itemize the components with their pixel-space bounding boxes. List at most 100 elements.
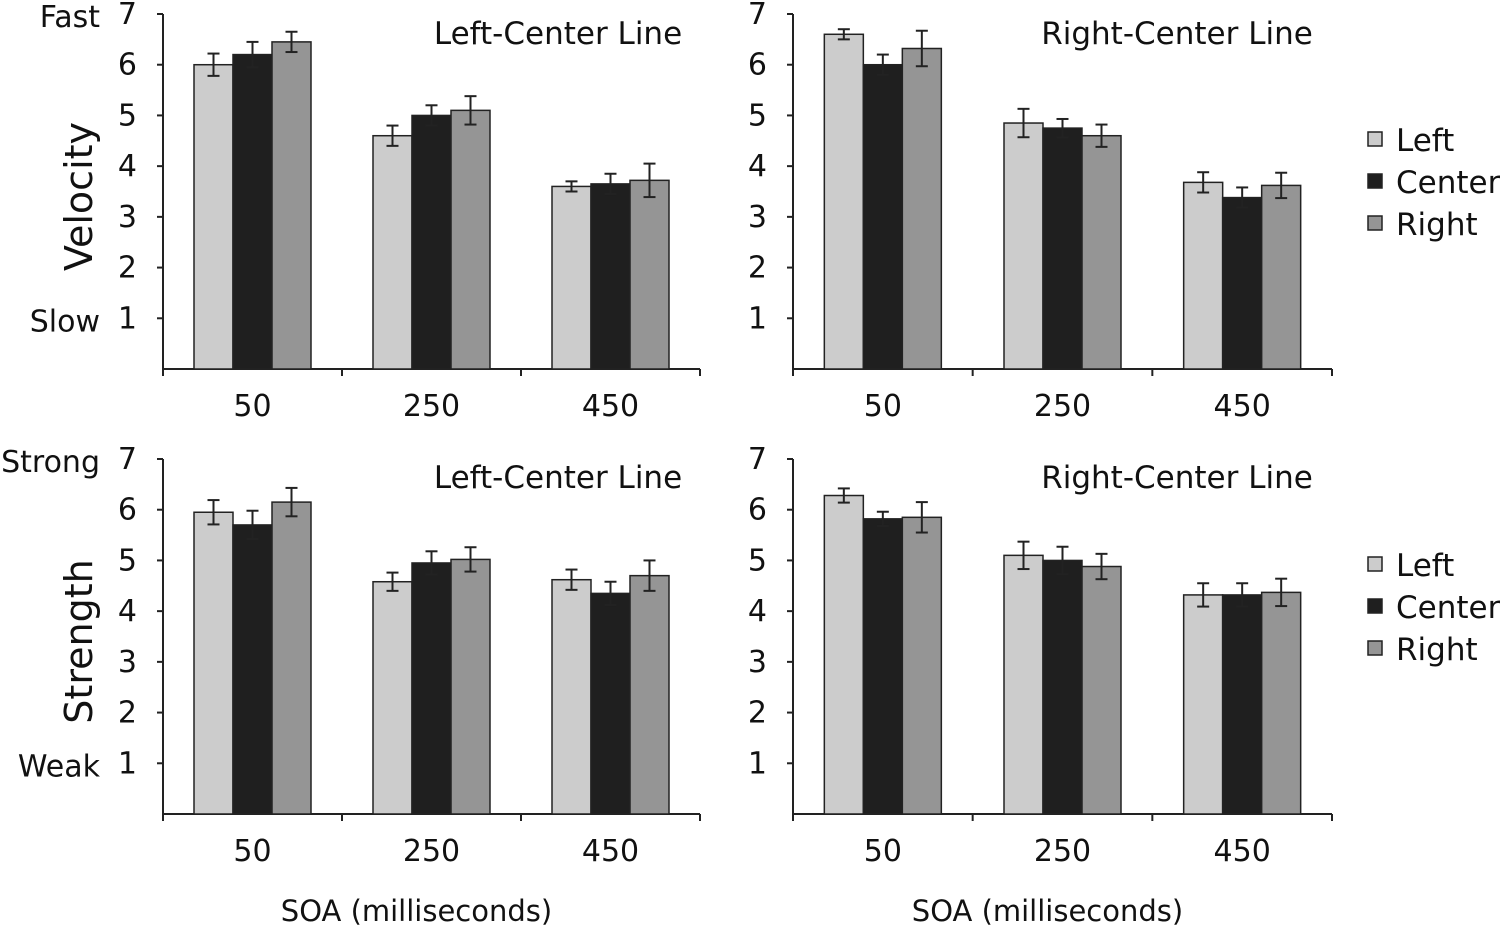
y-tick-label: 4 — [748, 594, 767, 629]
legend-label: Right — [1396, 207, 1478, 243]
bar-left — [193, 63, 234, 370]
y-tick-label: 1 — [748, 301, 767, 336]
x-category-label: 50 — [233, 834, 271, 869]
bar-center — [411, 114, 452, 370]
y-tick-label: 7 — [118, 0, 137, 32]
bar-left — [823, 33, 865, 370]
bar-right — [1260, 591, 1302, 815]
legend-swatch-right — [1367, 215, 1383, 231]
bar-left — [193, 511, 234, 815]
bar-right — [1260, 184, 1302, 370]
bar-center — [411, 562, 452, 815]
bar-left — [823, 494, 865, 815]
legend-swatch-left — [1367, 131, 1383, 147]
y-tick-label: 1 — [118, 301, 137, 336]
chart-panel-bottom-left: 1 2 3 4 5 6 7 50 250 450 Left-Center Line Strength S… — [1, 442, 701, 928]
legend: Left Center Right — [1367, 123, 1500, 243]
y-tick-label: 3 — [748, 645, 767, 680]
panel-title: Right-Center Line — [1041, 16, 1313, 52]
x-axis-label: SOA (milliseconds) — [912, 894, 1183, 928]
bar-center — [232, 524, 273, 815]
y-tick-label: 7 — [118, 442, 137, 477]
bar-left — [372, 580, 413, 815]
bar-right — [450, 109, 491, 370]
legend-swatch-left — [1367, 556, 1383, 572]
bar-left — [372, 134, 413, 370]
x-category-label: 450 — [1214, 389, 1271, 424]
bar-right — [1081, 134, 1122, 370]
bar-center — [590, 183, 631, 370]
bar-center — [862, 518, 904, 815]
x-category-label: 250 — [1034, 389, 1091, 424]
y-axis-label: Velocity — [57, 122, 101, 271]
bar-left — [1182, 181, 1224, 370]
chart-panel-bottom-right: 1 2 3 4 5 6 7 50 250 450 Right-Center Line SOA (mil… — [748, 442, 1500, 928]
x-category-label: 50 — [233, 389, 271, 424]
bar-right — [629, 179, 670, 370]
bar-center — [1042, 559, 1083, 815]
x-axis-label: SOA (milliseconds) — [281, 894, 552, 928]
bar-center — [1042, 127, 1083, 370]
y-anchor-high-label: Fast — [40, 0, 101, 35]
y-tick-label: 7 — [748, 0, 767, 32]
y-tick-label: 6 — [748, 48, 767, 83]
chart-panel-top-right: 1 2 3 4 5 6 7 50 250 450 Right-Center Line Left Cent… — [748, 0, 1500, 424]
bar-right — [450, 558, 491, 815]
x-category-label: 50 — [864, 834, 902, 869]
x-category-label: 450 — [1214, 834, 1271, 869]
x-category-label: 250 — [403, 834, 460, 869]
bar-center — [1221, 196, 1263, 370]
y-tick-label: 1 — [118, 746, 137, 781]
y-tick-label: 6 — [118, 493, 137, 528]
legend-swatch-center — [1367, 173, 1383, 189]
bar-right — [901, 516, 943, 815]
bar-right — [1081, 565, 1122, 815]
x-category-label: 250 — [403, 389, 460, 424]
y-anchor-high-label: Strong — [1, 445, 100, 480]
y-anchor-low-label: Weak — [18, 749, 101, 784]
panel-title: Right-Center Line — [1041, 460, 1313, 496]
x-category-label: 450 — [582, 389, 639, 424]
panel-title: Left-Center Line — [434, 16, 682, 52]
x-category-label: 250 — [1034, 834, 1091, 869]
bar-right — [629, 574, 670, 815]
legend: Left Center Right — [1367, 548, 1500, 668]
bar-right — [901, 47, 943, 370]
bar-center — [1221, 594, 1263, 815]
legend-swatch-center — [1367, 598, 1383, 614]
y-tick-label: 5 — [748, 98, 767, 133]
y-tick-label: 2 — [748, 251, 767, 286]
bar-center — [862, 63, 904, 370]
y-tick-label: 1 — [748, 746, 767, 781]
bar-left — [551, 185, 592, 370]
y-tick-label: 7 — [748, 442, 767, 477]
y-tick-label: 4 — [118, 594, 137, 629]
x-category-label: 50 — [864, 389, 902, 424]
bar-center — [590, 592, 631, 815]
chart-panel-top-left: 1 2 3 4 5 6 7 50 250 450 Left-Center Line Velocity F… — [30, 0, 701, 424]
y-tick-label: 6 — [118, 48, 137, 83]
bar-center — [232, 53, 273, 370]
legend-label: Center — [1396, 165, 1500, 201]
bar-right — [271, 41, 312, 370]
y-tick-label: 3 — [118, 645, 137, 680]
panel-title: Left-Center Line — [434, 460, 682, 496]
legend-label: Left — [1396, 548, 1454, 584]
bar-right — [271, 501, 312, 815]
y-tick-label: 5 — [118, 543, 137, 578]
y-tick-label: 5 — [748, 543, 767, 578]
legend-swatch-right — [1367, 640, 1383, 656]
y-tick-label: 6 — [748, 493, 767, 528]
y-tick-label: 2 — [118, 251, 137, 286]
y-tick-label: 4 — [748, 149, 767, 184]
bar-left — [1003, 122, 1044, 370]
y-tick-label: 4 — [118, 149, 137, 184]
bar-left — [1003, 554, 1044, 815]
y-tick-label: 3 — [118, 200, 137, 235]
y-tick-label: 5 — [118, 98, 137, 133]
y-anchor-low-label: Slow — [30, 304, 100, 339]
legend-label: Right — [1396, 632, 1478, 668]
y-tick-label: 2 — [118, 696, 137, 731]
bar-left — [1182, 594, 1224, 815]
